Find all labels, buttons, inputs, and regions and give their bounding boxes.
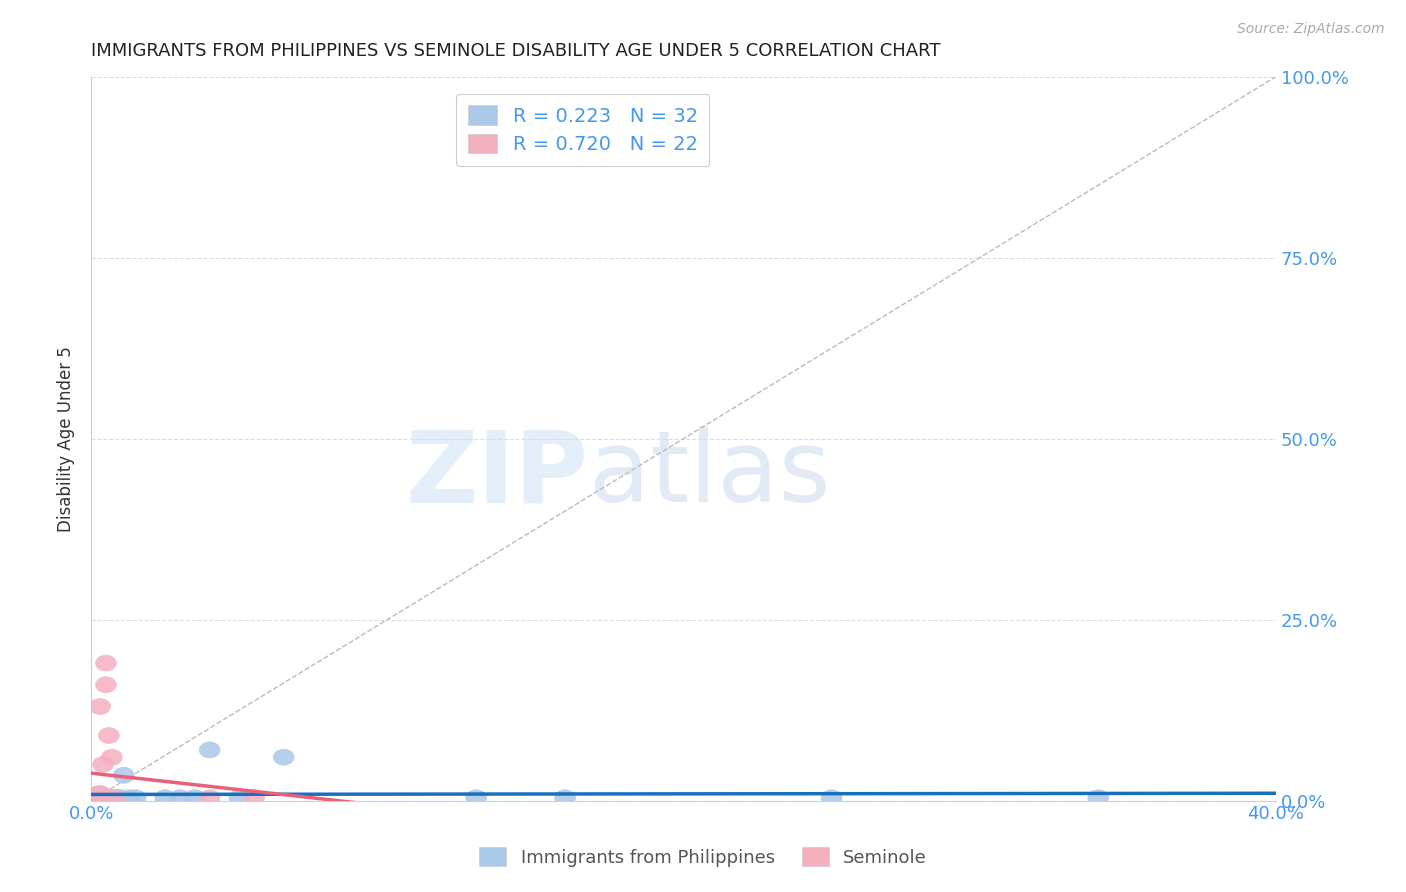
Ellipse shape xyxy=(98,790,120,806)
Ellipse shape xyxy=(90,790,111,806)
Ellipse shape xyxy=(87,789,107,805)
Ellipse shape xyxy=(93,756,114,772)
Ellipse shape xyxy=(84,790,104,806)
Legend: Immigrants from Philippines, Seminole: Immigrants from Philippines, Seminole xyxy=(472,840,934,874)
Ellipse shape xyxy=(93,789,114,805)
Ellipse shape xyxy=(84,789,104,805)
Ellipse shape xyxy=(93,790,114,806)
Ellipse shape xyxy=(96,789,117,805)
Ellipse shape xyxy=(555,789,575,805)
Y-axis label: Disability Age Under 5: Disability Age Under 5 xyxy=(58,346,75,532)
Ellipse shape xyxy=(243,789,264,805)
Ellipse shape xyxy=(125,789,146,805)
Ellipse shape xyxy=(87,790,107,806)
Ellipse shape xyxy=(200,742,219,758)
Ellipse shape xyxy=(101,749,122,765)
Text: Source: ZipAtlas.com: Source: ZipAtlas.com xyxy=(1237,22,1385,37)
Ellipse shape xyxy=(90,789,111,805)
Ellipse shape xyxy=(87,786,107,802)
Ellipse shape xyxy=(90,789,111,805)
Ellipse shape xyxy=(87,789,107,805)
Ellipse shape xyxy=(96,655,117,671)
Ellipse shape xyxy=(84,789,104,805)
Ellipse shape xyxy=(87,790,107,806)
Ellipse shape xyxy=(184,789,205,805)
Text: atlas: atlas xyxy=(589,426,831,524)
Ellipse shape xyxy=(93,790,114,806)
Ellipse shape xyxy=(273,749,294,765)
Ellipse shape xyxy=(90,790,111,806)
Legend: R = 0.223   N = 32, R = 0.720   N = 22: R = 0.223 N = 32, R = 0.720 N = 22 xyxy=(457,94,710,166)
Ellipse shape xyxy=(84,788,104,804)
Ellipse shape xyxy=(229,789,250,805)
Ellipse shape xyxy=(90,787,111,803)
Text: IMMIGRANTS FROM PHILIPPINES VS SEMINOLE DISABILITY AGE UNDER 5 CORRELATION CHART: IMMIGRANTS FROM PHILIPPINES VS SEMINOLE … xyxy=(91,42,941,60)
Ellipse shape xyxy=(1088,789,1108,805)
Ellipse shape xyxy=(107,789,128,805)
Ellipse shape xyxy=(111,789,131,805)
Ellipse shape xyxy=(98,789,120,805)
Ellipse shape xyxy=(90,789,111,805)
Ellipse shape xyxy=(84,789,104,805)
Ellipse shape xyxy=(87,789,107,805)
Ellipse shape xyxy=(84,790,104,806)
Ellipse shape xyxy=(96,790,117,806)
Ellipse shape xyxy=(104,789,125,805)
Ellipse shape xyxy=(155,789,176,805)
Ellipse shape xyxy=(90,698,111,714)
Ellipse shape xyxy=(170,789,190,805)
Ellipse shape xyxy=(465,789,486,805)
Text: ZIP: ZIP xyxy=(406,426,589,524)
Ellipse shape xyxy=(98,728,120,743)
Ellipse shape xyxy=(821,789,842,805)
Ellipse shape xyxy=(101,789,122,805)
Ellipse shape xyxy=(90,786,111,801)
Ellipse shape xyxy=(200,789,219,805)
Ellipse shape xyxy=(120,789,141,805)
Ellipse shape xyxy=(104,789,125,805)
Ellipse shape xyxy=(93,789,114,805)
Ellipse shape xyxy=(114,767,134,783)
Ellipse shape xyxy=(96,677,117,693)
Ellipse shape xyxy=(87,789,107,805)
